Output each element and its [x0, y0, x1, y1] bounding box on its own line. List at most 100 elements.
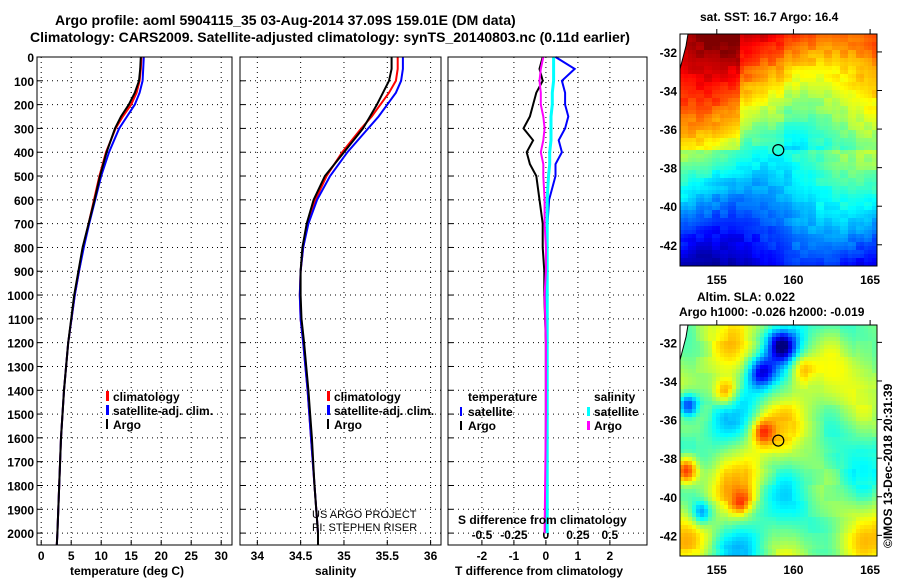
map-cell: [804, 421, 808, 425]
map-cell: [684, 206, 688, 210]
map-cell: [848, 254, 852, 258]
map-cell: [856, 461, 860, 465]
map-cell: [840, 58, 844, 62]
map-cell: [688, 421, 692, 425]
map-cell: [808, 154, 812, 158]
map-cell: [704, 325, 708, 329]
map-cell: [708, 262, 712, 266]
map-cell: [800, 106, 804, 110]
map-cell: [720, 453, 724, 457]
map-cell: [836, 118, 840, 122]
map-cell: [868, 114, 872, 118]
map-cell: [696, 118, 700, 122]
map-cell: [752, 102, 756, 106]
map-cell: [820, 337, 824, 341]
map-cell: [704, 329, 708, 333]
map-cell: [760, 162, 764, 166]
map-cell: [688, 66, 692, 70]
map-cell: [812, 329, 816, 333]
map-cell: [716, 46, 720, 50]
map-cell: [816, 222, 820, 226]
map-cell: [780, 166, 784, 170]
map-cell: [704, 194, 708, 198]
map-cell: [680, 118, 684, 122]
map-cell: [756, 258, 760, 262]
map-cell: [680, 385, 684, 389]
map-cell: [784, 170, 788, 174]
map-cell: [808, 234, 812, 238]
map-cell: [764, 214, 768, 218]
map-cell: [856, 421, 860, 425]
map-cell: [844, 46, 848, 50]
map-cell: [792, 110, 796, 114]
map-cell: [720, 214, 724, 218]
map-cell: [824, 122, 828, 126]
map-cell: [832, 218, 836, 222]
map-cell: [816, 230, 820, 234]
map-cell: [824, 393, 828, 397]
map-cell: [836, 226, 840, 230]
map-cell: [712, 122, 716, 126]
map-cell: [856, 190, 860, 194]
map-cell: [816, 373, 820, 377]
map-cell: [720, 325, 724, 329]
map-cell: [680, 230, 684, 234]
map-cell: [728, 218, 732, 222]
map-cell: [728, 389, 732, 393]
map-cell: [680, 98, 684, 102]
map-cell: [688, 94, 692, 98]
map-cell: [848, 222, 852, 226]
map-cell: [772, 325, 776, 329]
map-cell: [796, 222, 800, 226]
map-cell: [872, 238, 876, 242]
map-cell: [772, 154, 776, 158]
map-cell: [708, 345, 712, 349]
map-cell: [696, 453, 700, 457]
map-cell: [748, 146, 752, 150]
map-cell: [860, 337, 864, 341]
map-cell: [720, 457, 724, 461]
map-cell: [688, 401, 692, 405]
map-cell: [696, 114, 700, 118]
map-cell: [812, 42, 816, 46]
map-cell: [788, 369, 792, 373]
map-cell: [688, 246, 692, 250]
map-cell: [740, 377, 744, 381]
map-cell: [836, 54, 840, 58]
map-cell: [852, 62, 856, 66]
map-cell: [760, 246, 764, 250]
map-cell: [788, 238, 792, 242]
map-cell: [704, 170, 708, 174]
map-cell: [736, 377, 740, 381]
map-cell: [764, 437, 768, 441]
map-cell: [740, 78, 744, 82]
map-cell: [848, 162, 852, 166]
map-cell: [832, 250, 836, 254]
map-cell: [792, 341, 796, 345]
map-cell: [756, 194, 760, 198]
map-cell: [828, 425, 832, 429]
map-cell: [848, 38, 852, 42]
map-cell: [844, 114, 848, 118]
map-cell: [824, 58, 828, 62]
map-cell: [828, 429, 832, 433]
map-cell: [700, 453, 704, 457]
map-cell: [840, 118, 844, 122]
map-cell: [756, 178, 760, 182]
map-cell: [732, 361, 736, 365]
map-cell: [704, 154, 708, 158]
map-cell: [720, 373, 724, 377]
map-cell: [700, 198, 704, 202]
map-cell: [840, 230, 844, 234]
map-cell: [824, 38, 828, 42]
map-cell: [752, 186, 756, 190]
map-cell: [744, 381, 748, 385]
map-cell: [872, 166, 876, 170]
map-cell: [740, 202, 744, 206]
map-cell: [716, 222, 720, 226]
map-cell: [744, 210, 748, 214]
map-cell: [716, 98, 720, 102]
map-cell: [820, 449, 824, 453]
map-cell: [800, 421, 804, 425]
map-cell: [820, 86, 824, 90]
